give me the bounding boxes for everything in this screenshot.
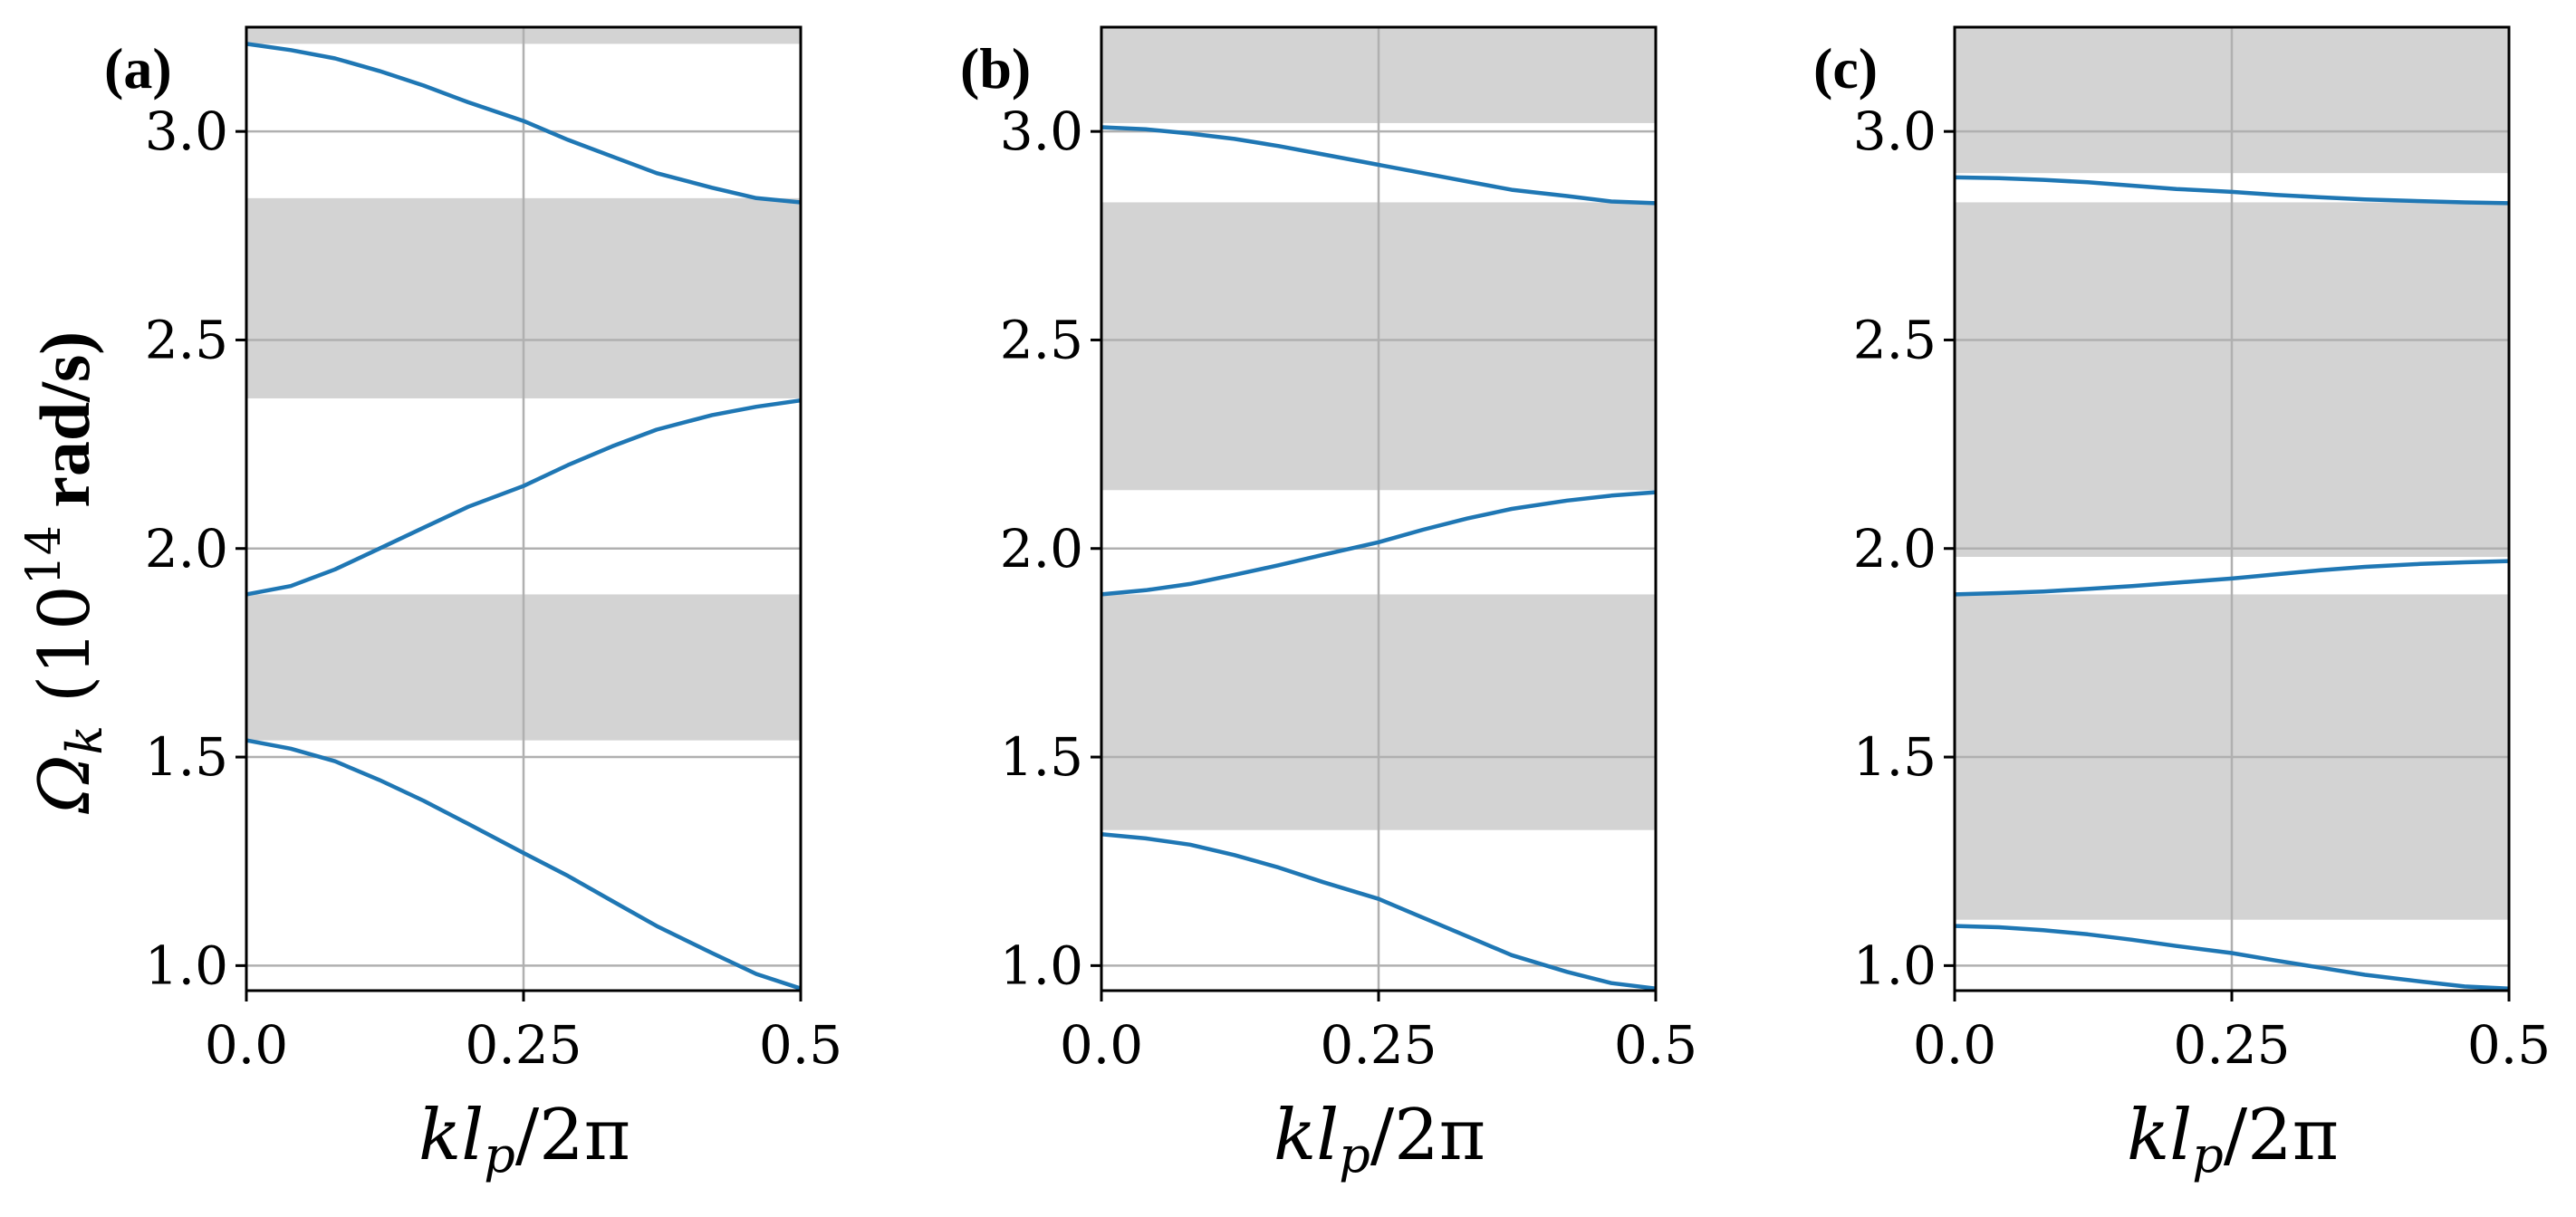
y-tick-label-1.0: 1.0 xyxy=(1853,934,1937,996)
x-axis-label-c: klp/2π xyxy=(2127,1095,2339,1183)
y-axis-label-exponent: 14 xyxy=(17,525,72,585)
x-tick-label-0.0: 0.0 xyxy=(1913,1014,1996,1076)
y-tick-label-1.0: 1.0 xyxy=(1000,934,1083,996)
x-axis-label-b: klp/2π xyxy=(1274,1095,1485,1183)
y-tick-label-1.5: 1.5 xyxy=(145,726,228,788)
dispersion-curves xyxy=(245,42,802,991)
y-tick-label-3.0: 3.0 xyxy=(1000,101,1083,162)
x-tick-label-0.5: 0.5 xyxy=(2467,1014,2551,1076)
dispersion-curve-2 xyxy=(245,398,802,597)
x-tick-label-0.25: 0.25 xyxy=(2173,1014,2290,1076)
x-axis-label-a: klp/2π xyxy=(418,1095,630,1183)
y-tick-label-3.0: 3.0 xyxy=(145,101,228,162)
panel-label-c: (c) xyxy=(1813,36,1878,101)
x-tick-label-0.5: 0.5 xyxy=(759,1014,842,1076)
x-tick-label-0.0: 0.0 xyxy=(1060,1014,1143,1076)
dispersion-curve-1 xyxy=(1101,832,1657,991)
dispersion-curve-3 xyxy=(1101,125,1657,206)
dispersion-curve-1 xyxy=(1954,924,2510,991)
panel-label-b: (b) xyxy=(960,36,1031,101)
y-tick-label-2.0: 2.0 xyxy=(1853,518,1937,580)
x-tick-label-0.25: 0.25 xyxy=(1320,1014,1437,1076)
y-tick-label-2.0: 2.0 xyxy=(145,518,228,580)
tick-labels: 1.0 1.5 2.0 2.5 3.0 0.0 0.25 0.5 xyxy=(1853,101,2551,1076)
x-tick-label-0.0: 0.0 xyxy=(205,1014,288,1076)
panel-b: 1.0 1.5 2.0 2.5 3.0 0.0 0.25 0.5 (b) klp/2π xyxy=(960,25,1697,1183)
y-axis-label-symbol: Ω xyxy=(24,755,106,815)
panel-a: 1.0 1.5 2.0 2.5 3.0 0.0 0.25 0.5 (a) klp/2π xyxy=(104,25,842,1183)
y-axis-label: Ωk (1014 rad/s) xyxy=(17,331,113,815)
dispersion-curve-3 xyxy=(245,42,802,205)
y-tick-label-2.5: 2.5 xyxy=(1853,309,1937,370)
y-tick-label-2.5: 2.5 xyxy=(145,309,228,370)
dispersion-curves xyxy=(1954,175,2510,991)
y-tick-label-2.5: 2.5 xyxy=(1000,309,1083,370)
y-tick-label-1.5: 1.5 xyxy=(1853,726,1937,788)
panel-c: 1.0 1.5 2.0 2.5 3.0 0.0 0.25 0.5 (c) klp/2π xyxy=(1813,25,2551,1183)
x-tick-label-0.5: 0.5 xyxy=(1614,1014,1697,1076)
y-tick-label-2.0: 2.0 xyxy=(1000,518,1083,580)
dispersion-curves xyxy=(1101,125,1657,991)
dispersion-curve-1 xyxy=(245,738,802,991)
y-axis-label-open: (10 xyxy=(24,585,106,724)
dispersion-curve-2 xyxy=(1954,559,2510,597)
y-tick-label-1.0: 1.0 xyxy=(145,934,228,996)
y-axis-label-unit: rad/s) xyxy=(25,331,104,526)
dispersion-curve-2 xyxy=(1101,490,1657,597)
panel-label-a: (a) xyxy=(104,36,172,101)
y-axis-label-subscript: k xyxy=(56,725,113,755)
x-tick-label-0.25: 0.25 xyxy=(465,1014,582,1076)
dispersion-curve-3 xyxy=(1954,175,2510,206)
y-tick-label-1.5: 1.5 xyxy=(1000,726,1083,788)
tick-labels: 1.0 1.5 2.0 2.5 3.0 0.0 0.25 0.5 xyxy=(1000,101,1697,1076)
tick-labels: 1.0 1.5 2.0 2.5 3.0 0.0 0.25 0.5 xyxy=(145,101,842,1076)
y-tick-label-3.0: 3.0 xyxy=(1853,101,1937,162)
